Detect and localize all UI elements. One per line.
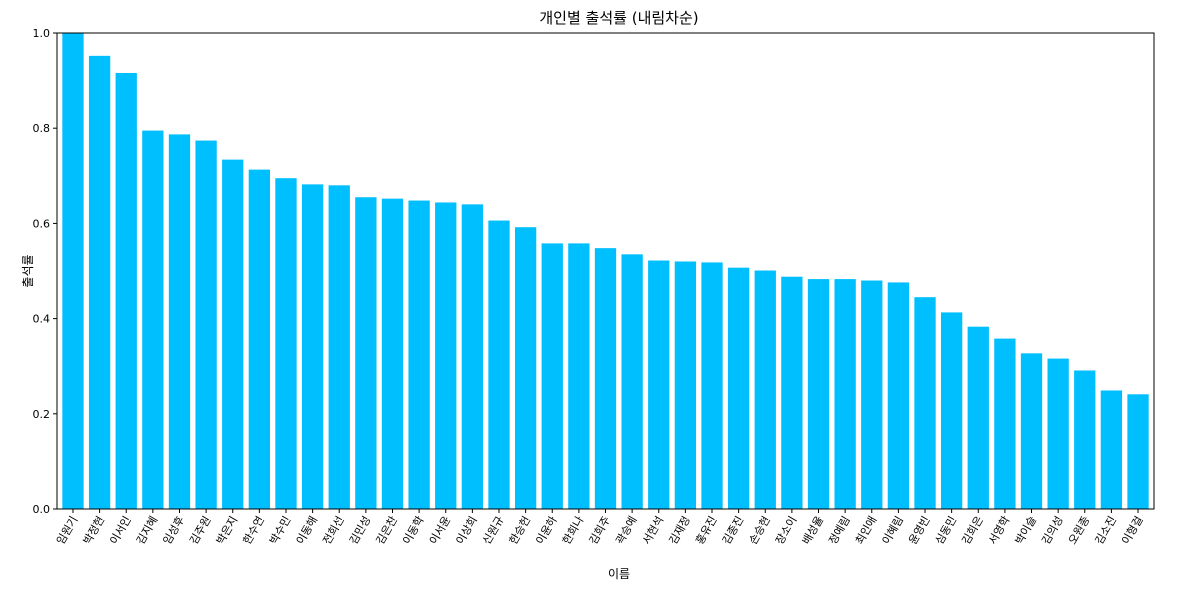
bar [1100, 390, 1123, 509]
x-tick-label: 이형걸 [1119, 514, 1145, 547]
bar [88, 55, 111, 510]
x-tick-label: 배성율 [800, 514, 826, 547]
x-tick-label: 서영학 [986, 514, 1012, 547]
x-tick-label: 김민성 [347, 514, 373, 547]
x-tick-label: 김희은 [959, 514, 985, 547]
x-tick-label: 최인애 [853, 514, 879, 547]
x-tick-label: 심동민 [933, 514, 959, 547]
x-tick-label: 김주원 [187, 514, 213, 547]
x-tick-label: 손승현 [746, 514, 772, 547]
x-tick-label: 김은찬 [373, 514, 400, 547]
x-tick-label: 신원규 [480, 514, 506, 547]
bar [435, 202, 457, 509]
bar [648, 260, 670, 509]
x-tick-label: 김재정 [667, 514, 693, 547]
x-tick-label: 한수연 [241, 514, 267, 547]
bar [275, 178, 297, 509]
x-tick-label: 정예림 [826, 514, 852, 547]
bar [142, 130, 164, 509]
x-tick-label: 박이슬 [1013, 514, 1039, 547]
bar [328, 185, 350, 509]
x-tick-label: 이윤하 [533, 514, 560, 547]
bar [355, 197, 377, 509]
y-tick-label: 0.2 [33, 408, 51, 421]
x-tick-label: 이혜림 [880, 514, 906, 547]
bar [834, 279, 856, 509]
bar [1127, 394, 1149, 509]
y-tick-label: 0.0 [33, 503, 51, 516]
bar [248, 169, 271, 509]
y-tick-label: 1.0 [33, 27, 51, 40]
y-tick-label: 0.8 [33, 122, 51, 135]
bar [195, 140, 217, 510]
x-tick-label: 김종진 [720, 514, 746, 547]
bar [115, 72, 137, 509]
bar [222, 159, 244, 509]
x-tick-label: 이동해 [293, 514, 320, 547]
bar [940, 312, 963, 509]
x-tick-label: 김희주 [587, 514, 613, 547]
bar [514, 227, 537, 509]
bar [62, 33, 84, 509]
bar [701, 262, 723, 509]
bar [1074, 370, 1096, 509]
bar [488, 220, 510, 509]
bar [594, 248, 617, 510]
y-axis-label: 출석률 [21, 254, 35, 287]
bar [887, 282, 910, 509]
x-tick-label: 임원기 [54, 514, 80, 547]
bar [807, 279, 830, 509]
x-tick-label: 한승헌 [507, 514, 533, 547]
x-tick-label: 서현석 [640, 514, 666, 547]
x-tick-label: 한희나 [560, 514, 586, 547]
x-tick-label: 김지혜 [134, 514, 160, 547]
y-tick-label: 0.4 [33, 313, 51, 326]
bar [381, 198, 404, 509]
bar [541, 243, 563, 509]
bar [674, 261, 697, 509]
bar [754, 270, 776, 509]
x-tick-label: 김소진 [1093, 514, 1119, 547]
bar [994, 338, 1016, 509]
x-tick-label: 박은지 [214, 514, 240, 547]
bar [914, 297, 936, 509]
x-tick-label: 이서인 [107, 514, 133, 547]
plot-area [62, 33, 1149, 510]
x-tick-label: 이동학 [400, 514, 426, 547]
bar [408, 200, 430, 509]
bar [781, 276, 803, 509]
bar [301, 184, 324, 510]
bar [861, 280, 883, 509]
bar [621, 254, 643, 509]
x-tick-label: 이상희 [454, 514, 480, 547]
x-tick-label: 장소이 [773, 514, 799, 547]
bar [461, 204, 484, 510]
x-tick-label: 곽승예 [613, 514, 639, 547]
x-tick-label: 박수민 [267, 514, 293, 547]
x-tick-label: 이서윤 [427, 514, 453, 547]
x-axis-label: 이름 [608, 567, 630, 581]
x-tick-label: 오원종 [1066, 514, 1092, 547]
bar [1020, 353, 1043, 509]
bar [168, 134, 191, 509]
x-tick-label: 김의성 [1039, 514, 1065, 547]
bar [568, 243, 590, 509]
y-tick-label: 0.6 [33, 217, 51, 230]
bar [967, 326, 989, 509]
chart-title: 개인별 출석률 (내림차순) [539, 9, 698, 27]
x-tick-label: 임성후 [161, 514, 187, 547]
x-tick-label: 윤영빈 [906, 514, 932, 547]
x-tick-label: 홍유진 [692, 514, 719, 547]
bar [727, 267, 750, 509]
x-tick-label: 전희선 [320, 514, 346, 547]
x-tick-label: 박정현 [81, 514, 107, 547]
bar [1047, 358, 1069, 509]
